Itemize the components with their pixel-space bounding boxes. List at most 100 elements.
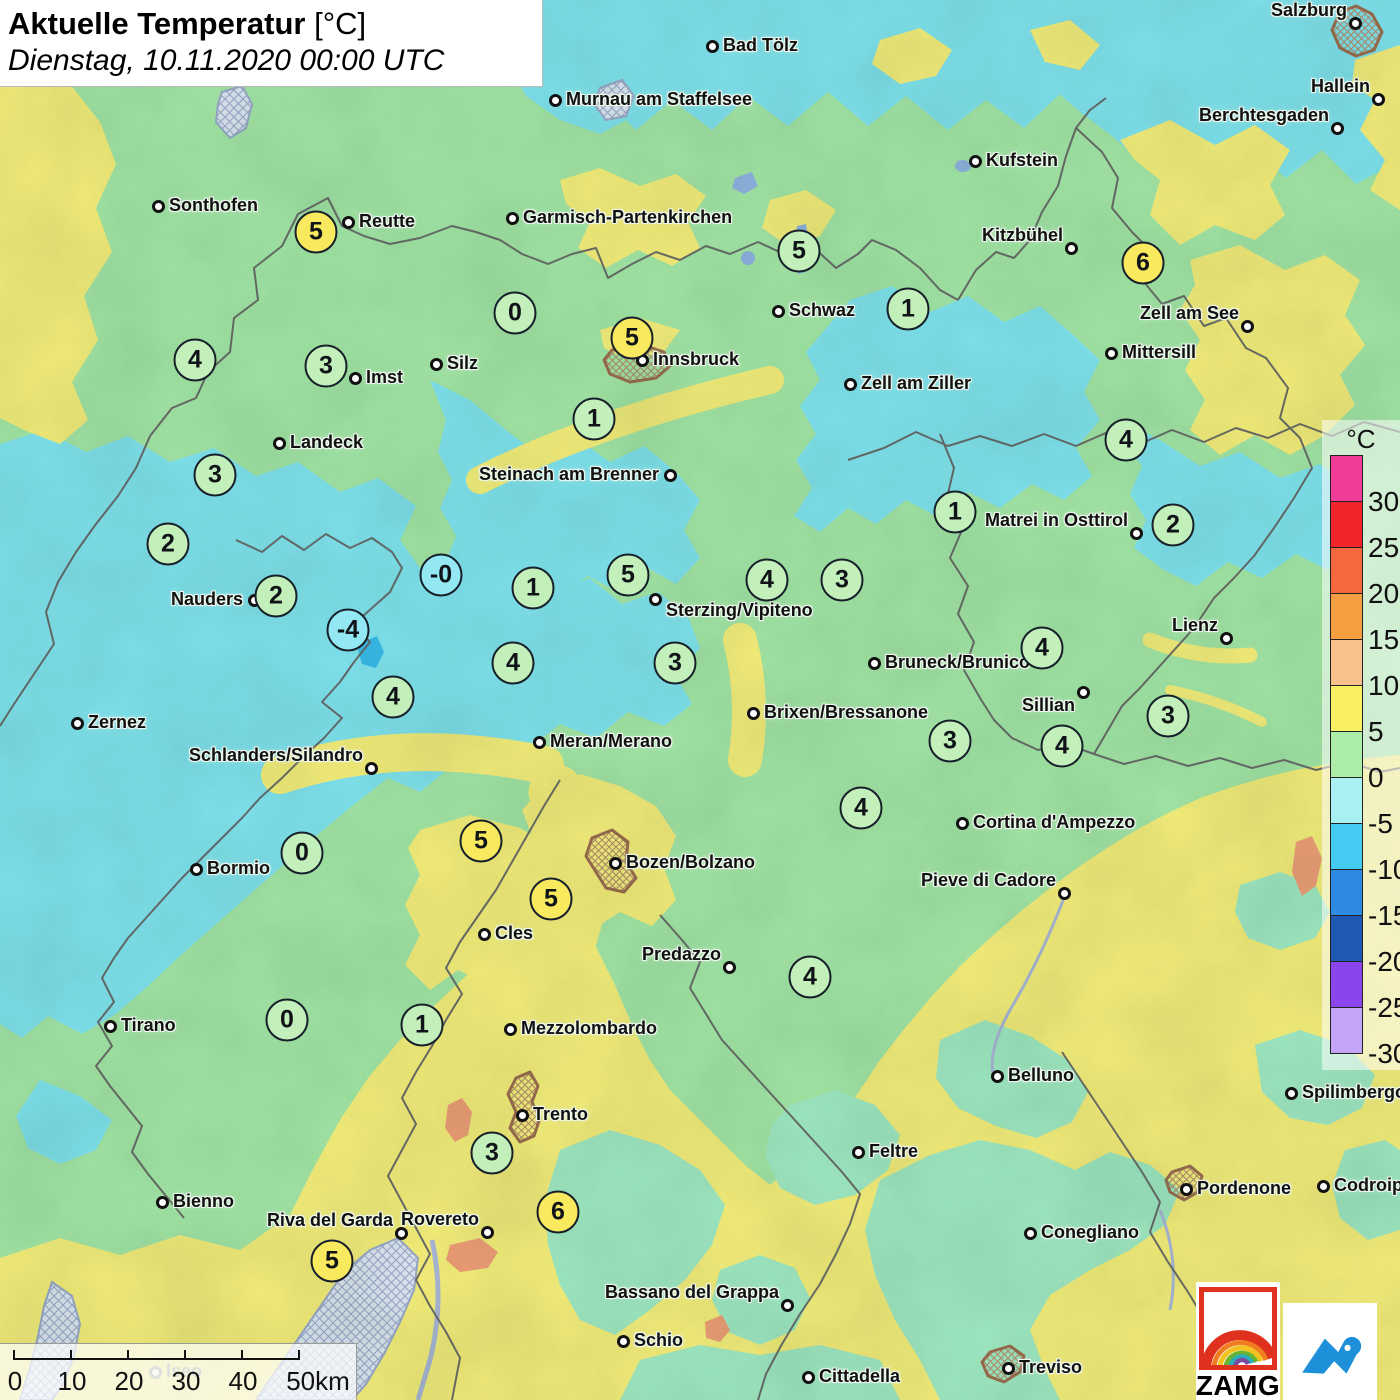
city-dot-icon	[802, 1371, 815, 1384]
scale-label: 30	[171, 1366, 201, 1396]
station-temperature-value: 0	[265, 998, 309, 1042]
legend-color-swatch	[1330, 455, 1363, 502]
legend-color-swatch	[1330, 777, 1363, 824]
city-label: Garmisch-Partenkirchen	[523, 207, 733, 228]
city-dot-icon	[1065, 242, 1078, 255]
legend-entry-label: 5	[1368, 716, 1384, 747]
legend-entry: -30	[1330, 1007, 1400, 1068]
city-label: Schio	[634, 1330, 684, 1351]
partner-logo	[1283, 1303, 1377, 1400]
city-label: Sterzing/Vipiteno	[666, 600, 813, 621]
scale-label: 40	[228, 1366, 258, 1396]
station-temperature-value: 3	[928, 719, 972, 763]
city-label: Silz	[447, 353, 479, 374]
station-temperature-value: 3	[193, 453, 237, 497]
scale-tick	[241, 1350, 243, 1360]
city-label: Mezzolombardo	[521, 1018, 658, 1039]
legend-color-swatch	[1330, 731, 1363, 778]
city-dot-icon	[504, 1023, 517, 1036]
station-temperature-value: 5	[459, 819, 503, 863]
station-temperature-value: 4	[788, 955, 832, 999]
city-label: Reutte	[359, 211, 416, 232]
city-dot-icon	[395, 1227, 408, 1240]
city-dot-icon	[516, 1109, 529, 1122]
legend-color-swatch	[1330, 593, 1363, 640]
legend-color-swatch	[1330, 501, 1363, 548]
city-label: Meran/Merano	[550, 731, 673, 752]
city-label: Conegliano	[1041, 1222, 1139, 1243]
city-dot-icon	[969, 155, 982, 168]
legend-color-swatch	[1330, 1007, 1363, 1054]
city-label: Cittadella	[819, 1366, 901, 1387]
legend-entry-label: -30	[1368, 1038, 1400, 1069]
city-dot-icon	[1285, 1087, 1298, 1100]
station-temperature-value: 1	[886, 287, 930, 331]
scale-tick	[184, 1350, 186, 1360]
scale-label: 0	[7, 1366, 23, 1396]
legend-entry: 10	[1330, 639, 1399, 700]
city-dot-icon	[772, 305, 785, 318]
city-dot-icon	[991, 1070, 1004, 1083]
city-dot-icon	[156, 1196, 169, 1209]
legend-entry-label: -20	[1368, 946, 1400, 977]
station-temperature-value: 5	[777, 229, 821, 273]
station-temperature-value: 3	[304, 344, 348, 388]
legend-entry-label: 0	[1368, 762, 1384, 793]
legend-color-swatch	[1330, 547, 1363, 594]
scale-label: 50km	[286, 1366, 350, 1396]
station-temperature-value: 5	[610, 316, 654, 360]
scale-label: 10	[57, 1366, 87, 1396]
city-dot-icon	[478, 928, 491, 941]
city-dot-icon	[609, 857, 622, 870]
legend-color-swatch	[1330, 869, 1363, 916]
legend-entry: -10	[1330, 823, 1400, 884]
city-dot-icon	[1105, 347, 1118, 360]
zamg-logo-text: ZAMG	[1195, 1370, 1281, 1400]
city-dot-icon	[152, 200, 165, 213]
station-temperature-value: 0	[493, 291, 537, 335]
city-label: Imst	[366, 367, 404, 388]
city-label: Sonthofen	[169, 195, 258, 216]
city-label: Hallein	[1310, 76, 1370, 97]
city-dot-icon	[649, 593, 662, 606]
city-label: Tirano	[121, 1015, 176, 1036]
city-label: Landeck	[290, 432, 364, 453]
legend-entry-label: 15	[1368, 624, 1400, 655]
zamg-logo: ZAMG	[1196, 1282, 1280, 1400]
legend-color-swatch	[1330, 639, 1363, 686]
station-temperature-value: 1	[572, 397, 616, 441]
city-dot-icon	[549, 94, 562, 107]
city-dot-icon	[481, 1226, 494, 1239]
station-temperature-value: 1	[400, 1003, 444, 1047]
city-dot-icon	[1317, 1180, 1330, 1193]
station-temperature-value: 5	[294, 210, 338, 254]
legend-entry: -5	[1330, 777, 1393, 838]
temperature-legend: °C 30 25 20 15 10 5 0 -5 -10	[1322, 420, 1400, 1070]
city-dot-icon	[723, 961, 736, 974]
station-temperature-value: 6	[536, 1190, 580, 1234]
city-dot-icon	[349, 372, 362, 385]
city-dot-icon	[273, 437, 286, 450]
legend-entry-label: 25	[1368, 532, 1400, 563]
city-label: Sillian	[1021, 695, 1075, 716]
city-label: Predazzo	[641, 944, 721, 965]
station-temperature-value: 1	[511, 566, 555, 610]
legend-entry: -20	[1330, 915, 1400, 976]
station-temperature-value: -0	[419, 553, 463, 597]
city-dot-icon	[430, 358, 443, 371]
station-temperature-value: 2	[146, 522, 190, 566]
scale-label: 20	[114, 1366, 144, 1396]
city-dot-icon	[706, 40, 719, 53]
city-label: Treviso	[1019, 1357, 1083, 1378]
city-label: Feltre	[869, 1141, 919, 1162]
city-dot-icon	[71, 717, 84, 730]
station-temperature-value: -4	[326, 608, 370, 652]
city-label: Lienz	[1171, 615, 1218, 636]
city-dot-icon	[664, 469, 677, 482]
city-dot-icon	[844, 378, 857, 391]
city-label: Bruneck/Brunico	[885, 652, 1031, 673]
city-label: Bassano del Grappa	[604, 1282, 779, 1303]
city-label: Matrei in Osttirol	[984, 510, 1128, 531]
station-temperature-value: 4	[1104, 418, 1148, 462]
